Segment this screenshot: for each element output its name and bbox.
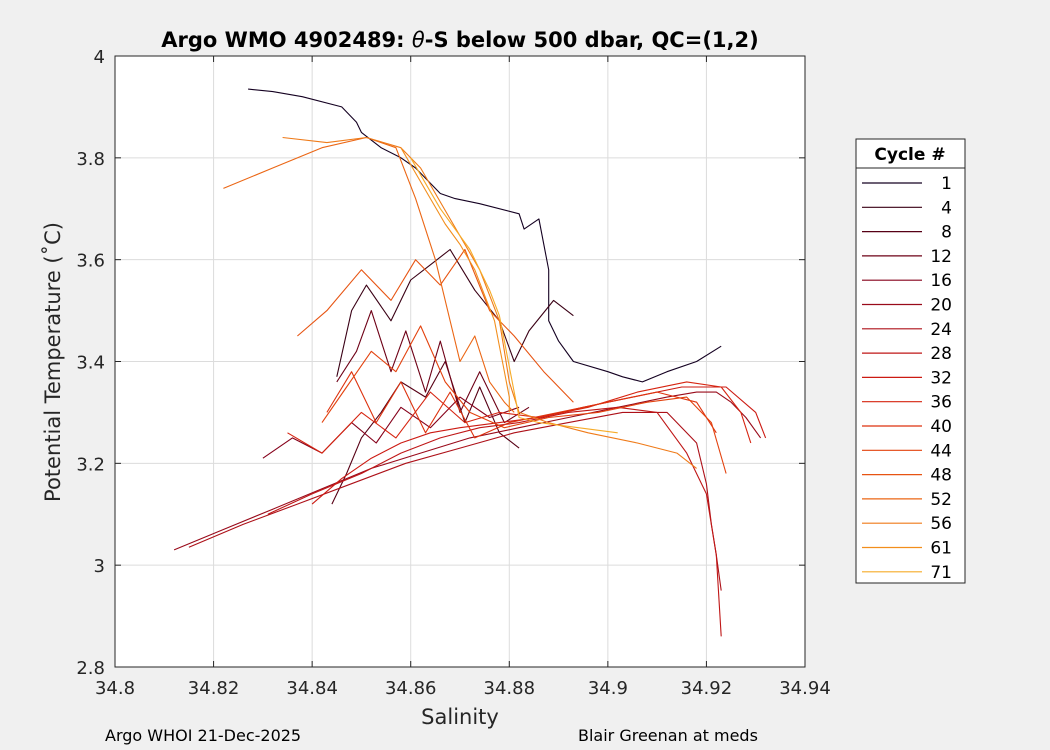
y-tick-label: 3	[94, 556, 105, 577]
y-axis-ticks: 2.8 3 3.2 3.4 3.6 3.8 4	[76, 47, 805, 679]
legend-box	[855, 138, 966, 584]
y-tick-label: 3.8	[76, 149, 105, 170]
x-tick-label: 34.8	[95, 678, 135, 699]
x-axis-label: Salinity	[421, 705, 499, 729]
legend-label-cycle-61: 61	[930, 539, 952, 559]
x-axis-ticks: 34.8 34.82 34.84 34.86 34.88 34.9 34.92 34.94	[95, 56, 831, 699]
series-line-cycle-40	[326, 371, 717, 439]
legend-label-cycle-28: 28	[930, 344, 952, 364]
y-tick-label: 3.2	[76, 454, 105, 475]
legend-label-cycle-52: 52	[930, 490, 952, 510]
series-line-cycle-52	[223, 136, 515, 413]
series-line-cycle-12	[336, 310, 530, 424]
x-tick-label: 34.94	[779, 678, 831, 699]
x-tick-label: 34.84	[286, 678, 338, 699]
series-line-cycle-61	[400, 147, 510, 413]
legend-label-cycle-40: 40	[930, 417, 952, 437]
legend-label-cycle-1: 1	[941, 174, 952, 194]
y-axis-label: Potential Temperature (˚C)	[41, 222, 65, 502]
legend-label-cycle-71: 71	[930, 563, 952, 583]
y-tick-label: 3.4	[76, 353, 105, 374]
series-line-cycle-28	[267, 406, 722, 637]
legend-label-cycle-20: 20	[930, 296, 952, 316]
y-tick-label: 2.8	[76, 658, 105, 679]
x-tick-label: 34.82	[188, 678, 240, 699]
series-line-cycle-20	[173, 391, 762, 551]
chart-title: Argo WMO 4902489: θ-S below 500 dbar, QC…	[161, 28, 758, 52]
legend-label-cycle-48: 48	[930, 466, 952, 486]
series-line-cycle-1	[248, 88, 722, 383]
series-lines	[173, 88, 767, 637]
series-line-cycle-24	[188, 411, 722, 591]
legend-label-cycle-56: 56	[930, 514, 952, 534]
legend-label-cycle-32: 32	[930, 368, 952, 388]
x-tick-label: 34.9	[588, 678, 628, 699]
legend-label-cycle-16: 16	[930, 271, 952, 291]
legend-label-cycle-12: 12	[930, 247, 952, 267]
legend-label-cycle-44: 44	[930, 441, 952, 461]
legend-label-cycle-24: 24	[930, 320, 952, 340]
x-tick-label: 34.86	[385, 678, 437, 699]
series-line-cycle-48	[297, 248, 574, 403]
footer-left: Argo WHOI 21-Dec-2025	[105, 726, 301, 745]
legend-label-cycle-36: 36	[930, 393, 952, 413]
series-line-cycle-44	[321, 325, 727, 474]
legend-title: Cycle #	[874, 145, 945, 165]
series-line-cycle-71	[410, 157, 618, 434]
footer-right: Blair Greenan at meds	[578, 726, 758, 745]
series-line-cycle-4	[336, 248, 574, 377]
legend-label-cycle-4: 4	[941, 198, 952, 218]
y-tick-label: 3.6	[76, 251, 105, 272]
legend-label-cycle-8: 8	[941, 223, 952, 243]
x-tick-label: 34.92	[681, 678, 733, 699]
y-tick-label: 4	[94, 47, 105, 68]
series-line-cycle-8	[331, 360, 520, 505]
series-line-cycle-16	[262, 396, 520, 459]
x-tick-label: 34.88	[484, 678, 536, 699]
